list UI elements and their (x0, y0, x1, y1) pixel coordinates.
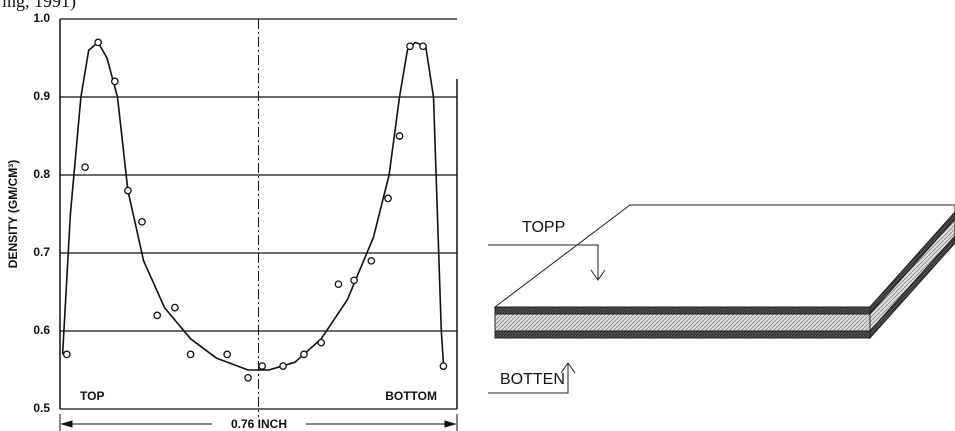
data-point (318, 340, 324, 346)
annotation: TOP (80, 389, 104, 403)
data-point (172, 304, 178, 310)
y-tick-label: 0.6 (33, 323, 50, 337)
data-point (280, 363, 286, 369)
data-point (351, 277, 357, 283)
data-point (64, 351, 70, 357)
data-point (112, 78, 118, 84)
data-point (224, 351, 230, 357)
y-axis-label: DENSITY (GM/CM³) (6, 160, 20, 268)
data-point (259, 363, 265, 369)
y-tick-label: 0.8 (33, 167, 50, 181)
data-point (396, 133, 402, 139)
figure: ing, 1991) 0.50.60.70.80.91.0 DENSITY (G… (0, 0, 955, 431)
data-point (245, 375, 251, 381)
top-label: TOPP (522, 219, 565, 236)
y-tick-label: 0.7 (33, 245, 50, 259)
bottom-label: BOTTEN (500, 371, 565, 388)
data-point (154, 312, 160, 318)
data-point (125, 187, 131, 193)
data-point (95, 39, 101, 45)
annotation: BOTTOM (385, 389, 437, 403)
data-point (82, 164, 88, 170)
data-point (139, 219, 145, 225)
data-point (440, 363, 446, 369)
chart: 0.5 0.6 0.7 0.8 0.9 1.0 (33, 11, 457, 417)
fit-curve (63, 42, 444, 370)
data-point (385, 195, 391, 201)
y-tick-label: 0.9 (33, 89, 50, 103)
x-axis-label: 0.76 INCH (231, 417, 287, 431)
data-point (420, 43, 426, 49)
data-point (368, 258, 374, 264)
data-point (335, 281, 341, 287)
data-point (407, 43, 413, 49)
data-point (301, 351, 307, 357)
y-tick-label: 0.5 (33, 401, 50, 415)
y-tick-label: 1.0 (33, 11, 50, 25)
data-point (187, 351, 193, 357)
